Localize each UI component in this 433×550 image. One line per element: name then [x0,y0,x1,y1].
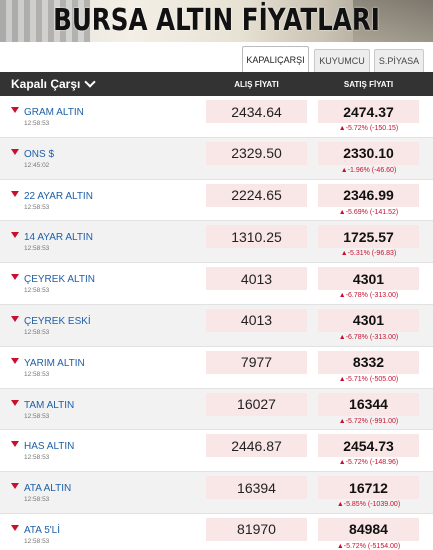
down-arrow-icon [11,524,19,531]
table-row: ATA 5'Lİ 12:58:53 81970 84984 ▲-5.72% (-5154… [0,513,433,550]
item-time: 12:58:53 [24,203,50,211]
buy-price: 2329.50 [206,141,307,165]
table-row: GRAM ALTIN 12:58:53 2434.64 2474.37 ▲-5.72% … [0,96,433,138]
item-name-link[interactable]: YARIM ALTIN [24,357,85,369]
item-name-link[interactable]: ATA 5'Lİ [24,524,61,536]
buy-price: 81970 [206,517,307,541]
price-change: ▲-5.72% (-150.15) [338,125,399,132]
buy-price: 16394 [206,476,307,500]
item-time: 12:58:53 [24,454,50,462]
price-change: ▲-5.85% (-1039.00) [336,501,401,509]
sell-price: 16344 [318,392,419,416]
table-row: TAM ALTIN 12:58:53 16027 16344 ▲-5.72% (-991… [0,388,433,431]
buy-price: 2446.87 [206,434,307,458]
buy-price: 4013 [206,308,307,332]
down-arrow-icon [11,190,19,197]
item-time: 12:45:02 [24,161,50,169]
price-table: GRAM ALTIN 12:58:53 2434.64 2474.37 ▲-5.72% … [0,96,433,550]
table-row: ONS $12:45:02 2329.50 2330.10 ▲-1.96% (-46.… [0,137,433,180]
sell-price: 2474.37 [318,100,419,123]
table-row: ÇEYREK ALTIN 12:58:53 4013 4301 ▲-6.78% (-31… [0,263,433,305]
buy-price: 7977 [206,350,307,374]
table-row: YARIM ALTIN 12:58:53 7977 8332 ▲-5.71% (-505… [0,346,433,389]
sell-price: 84984 [318,517,419,541]
sell-price: 1725.57 [318,225,419,249]
market-select[interactable]: Kapalı Çarşı [11,76,97,91]
item-name-link[interactable]: GRAM ALTIN [24,107,84,118]
item-name-link[interactable]: 14 AYAR ALTIN [24,232,93,244]
sell-price: 16712 [318,476,419,500]
item-name-link[interactable]: ONS $ [24,148,55,160]
item-time: 12:58:53 [24,287,50,295]
page-title: BURSA ALTIN FİYATLARI [53,3,380,38]
price-change: ▲-5.72% (-991.00) [338,417,399,425]
chevron-down-icon [84,76,97,88]
buy-price: 2434.64 [206,100,307,123]
item-time: 12:58:53 [24,412,50,420]
sell-price: 2346.99 [318,183,419,207]
item-time: 12:58:53 [24,120,50,127]
sell-price: 8332 [318,350,419,374]
price-change: ▲-5.31% (-96.83) [340,250,397,258]
column-header-buy: ALIŞ FİYATI [234,79,279,89]
buy-price: 1310.25 [206,225,307,249]
item-name-link[interactable]: 22 AYAR ALTIN [24,190,93,202]
price-change: ▲-5.69% (-141.52) [338,208,399,216]
item-time: 12:58:53 [24,537,50,545]
item-time: 12:58:53 [24,245,50,253]
down-arrow-icon [11,357,19,364]
price-change: ▲-5.72% (-5154.00) [336,542,401,550]
down-arrow-icon [11,483,19,490]
market-select-label: Kapalı Çarşı [11,77,81,91]
down-arrow-icon [11,148,19,155]
banner: BURSA ALTIN FİYATLARI [0,0,433,42]
sell-price: 4301 [318,267,419,291]
item-time: 12:58:53 [24,328,50,336]
item-name-link[interactable]: ATA ALTIN [24,483,72,495]
table-row: 22 AYAR ALTIN 12:58:53 2224.65 2346.99 ▲-5.6… [0,179,433,222]
table-row: HAS ALTIN 12:58:53 2446.87 2454.73 ▲-5.72% (… [0,430,433,473]
buy-price: 2224.65 [206,183,307,207]
down-arrow-icon [11,441,19,448]
table-header: Kapalı Çarşı ALIŞ FİYATI SATIŞ FİYATI [0,72,433,96]
tab-kuyumcu[interactable]: KUYUMCU [314,49,370,72]
down-arrow-icon [11,399,19,406]
price-change: ▲-1.96% (-46.60) [340,166,397,174]
buy-price: 4013 [206,267,307,291]
price-change: ▲-5.72% (-148.96) [338,459,399,467]
tab-bar: KAPALIÇARŞI KUYUMCU S.PİYASA [0,42,433,72]
item-time: 12:58:53 [24,496,50,504]
price-change: ▲-6.78% (-313.00) [338,292,399,300]
item-time: 12:58:53 [24,370,50,378]
buy-price: 16027 [206,392,307,416]
table-row: ATA ALTIN 12:58:53 16394 16712 ▲-5.85% (-103… [0,472,433,514]
item-name-link[interactable]: TAM ALTIN [24,399,75,411]
column-header-sell: SATIŞ FİYATI [343,79,394,89]
table-row: ÇEYREK ESKİ 12:58:53 4013 4301 ▲-6.78% (-313… [0,304,433,347]
sell-price: 2454.73 [318,434,419,458]
down-arrow-icon [11,315,19,322]
tab-kapalicarsi[interactable]: KAPALIÇARŞI [242,46,309,72]
down-arrow-icon [11,232,19,239]
item-name-link[interactable]: ÇEYREK ALTIN [24,274,95,286]
price-change: ▲-6.78% (-313.00) [338,333,399,341]
tab-serbest-piyasa[interactable]: S.PİYASA [374,49,424,72]
down-arrow-icon [11,274,19,281]
item-name-link[interactable]: ÇEYREK ESKİ [24,315,91,327]
sell-price: 4301 [318,308,419,332]
price-change: ▲-5.71% (-505.00) [338,375,399,383]
sell-price: 2330.10 [318,141,419,165]
down-arrow-icon [11,107,19,113]
table-row: 14 AYAR ALTIN 12:58:53 1310.25 1725.57 ▲-5.3… [0,221,433,264]
item-name-link[interactable]: HAS ALTIN [24,441,75,453]
